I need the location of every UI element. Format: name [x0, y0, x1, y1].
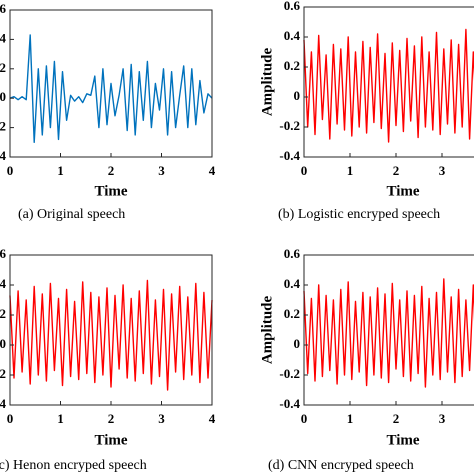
x-tick-label: 3 — [439, 411, 446, 426]
x-tick-label: 3 — [158, 163, 165, 178]
y-tick-label: 0.6 — [0, 1, 7, 16]
caption: (a) Original speech — [18, 207, 125, 222]
waveform — [9, 279, 213, 391]
y-tick-label: 0.4 — [284, 276, 301, 291]
y-tick-label: -0.2 — [279, 366, 300, 381]
x-tick-label: 0 — [7, 163, 14, 178]
y-axis-label: Amplitude — [259, 47, 275, 116]
y-tick-label: 0.6 — [284, 246, 301, 261]
y-tick-label: 0.4 — [0, 30, 7, 45]
y-tick-label: -0.4 — [0, 396, 6, 411]
x-tick-label: 3 — [158, 411, 165, 426]
y-tick-label: -0.4 — [279, 148, 300, 163]
y-axis-label: Amplitude — [259, 295, 275, 364]
x-tick-label: 4 — [209, 411, 216, 426]
y-tick-label: 0 — [0, 89, 6, 104]
caption: (d) CNN encryped speech — [268, 458, 414, 473]
x-axis-label: Time — [94, 183, 127, 199]
y-tick-label: 0.2 — [0, 306, 6, 321]
x-tick-label: 2 — [393, 163, 400, 178]
caption: (c) Henon encryped speech — [0, 458, 147, 473]
waveform — [303, 278, 474, 388]
y-tick-label: 0.2 — [284, 58, 300, 73]
x-tick-label: 4 — [209, 163, 216, 178]
waveform — [303, 28, 474, 143]
x-tick-label: 1 — [347, 163, 354, 178]
x-tick-label: 1 — [57, 163, 64, 178]
x-tick-label: 2 — [393, 411, 400, 426]
x-tick-label: 1 — [57, 411, 64, 426]
x-tick-label: 0 — [301, 163, 308, 178]
caption: (b) Logistic encryped speech — [278, 207, 440, 222]
x-tick-label: 0 — [301, 411, 308, 426]
x-tick-label: 0 — [7, 411, 14, 426]
x-tick-label: 1 — [347, 411, 354, 426]
y-tick-label: 0.4 — [284, 28, 301, 43]
y-tick-label: 0.6 — [0, 246, 7, 261]
y-tick-label: -0.4 — [279, 396, 300, 411]
x-tick-label: 2 — [108, 411, 115, 426]
y-tick-label: 0 — [294, 336, 301, 351]
y-tick-label: 0.4 — [0, 276, 7, 291]
y-tick-label: 0.6 — [284, 0, 301, 13]
y-tick-label: -0.4 — [0, 148, 6, 163]
x-axis-label: Time — [386, 183, 419, 199]
waveform — [9, 34, 213, 143]
x-tick-label: 3 — [439, 163, 446, 178]
y-tick-label: -0.2 — [279, 118, 300, 133]
y-tick-label: 0 — [0, 336, 6, 351]
y-tick-label: -0.2 — [0, 119, 6, 134]
x-tick-label: 2 — [108, 163, 115, 178]
y-tick-label: 0.2 — [284, 306, 300, 321]
y-tick-label: 0.2 — [0, 60, 6, 75]
x-axis-label: Time — [94, 432, 127, 448]
y-tick-label: 0 — [294, 88, 301, 103]
x-axis-label: Time — [386, 432, 419, 448]
y-tick-label: -0.2 — [0, 366, 6, 381]
